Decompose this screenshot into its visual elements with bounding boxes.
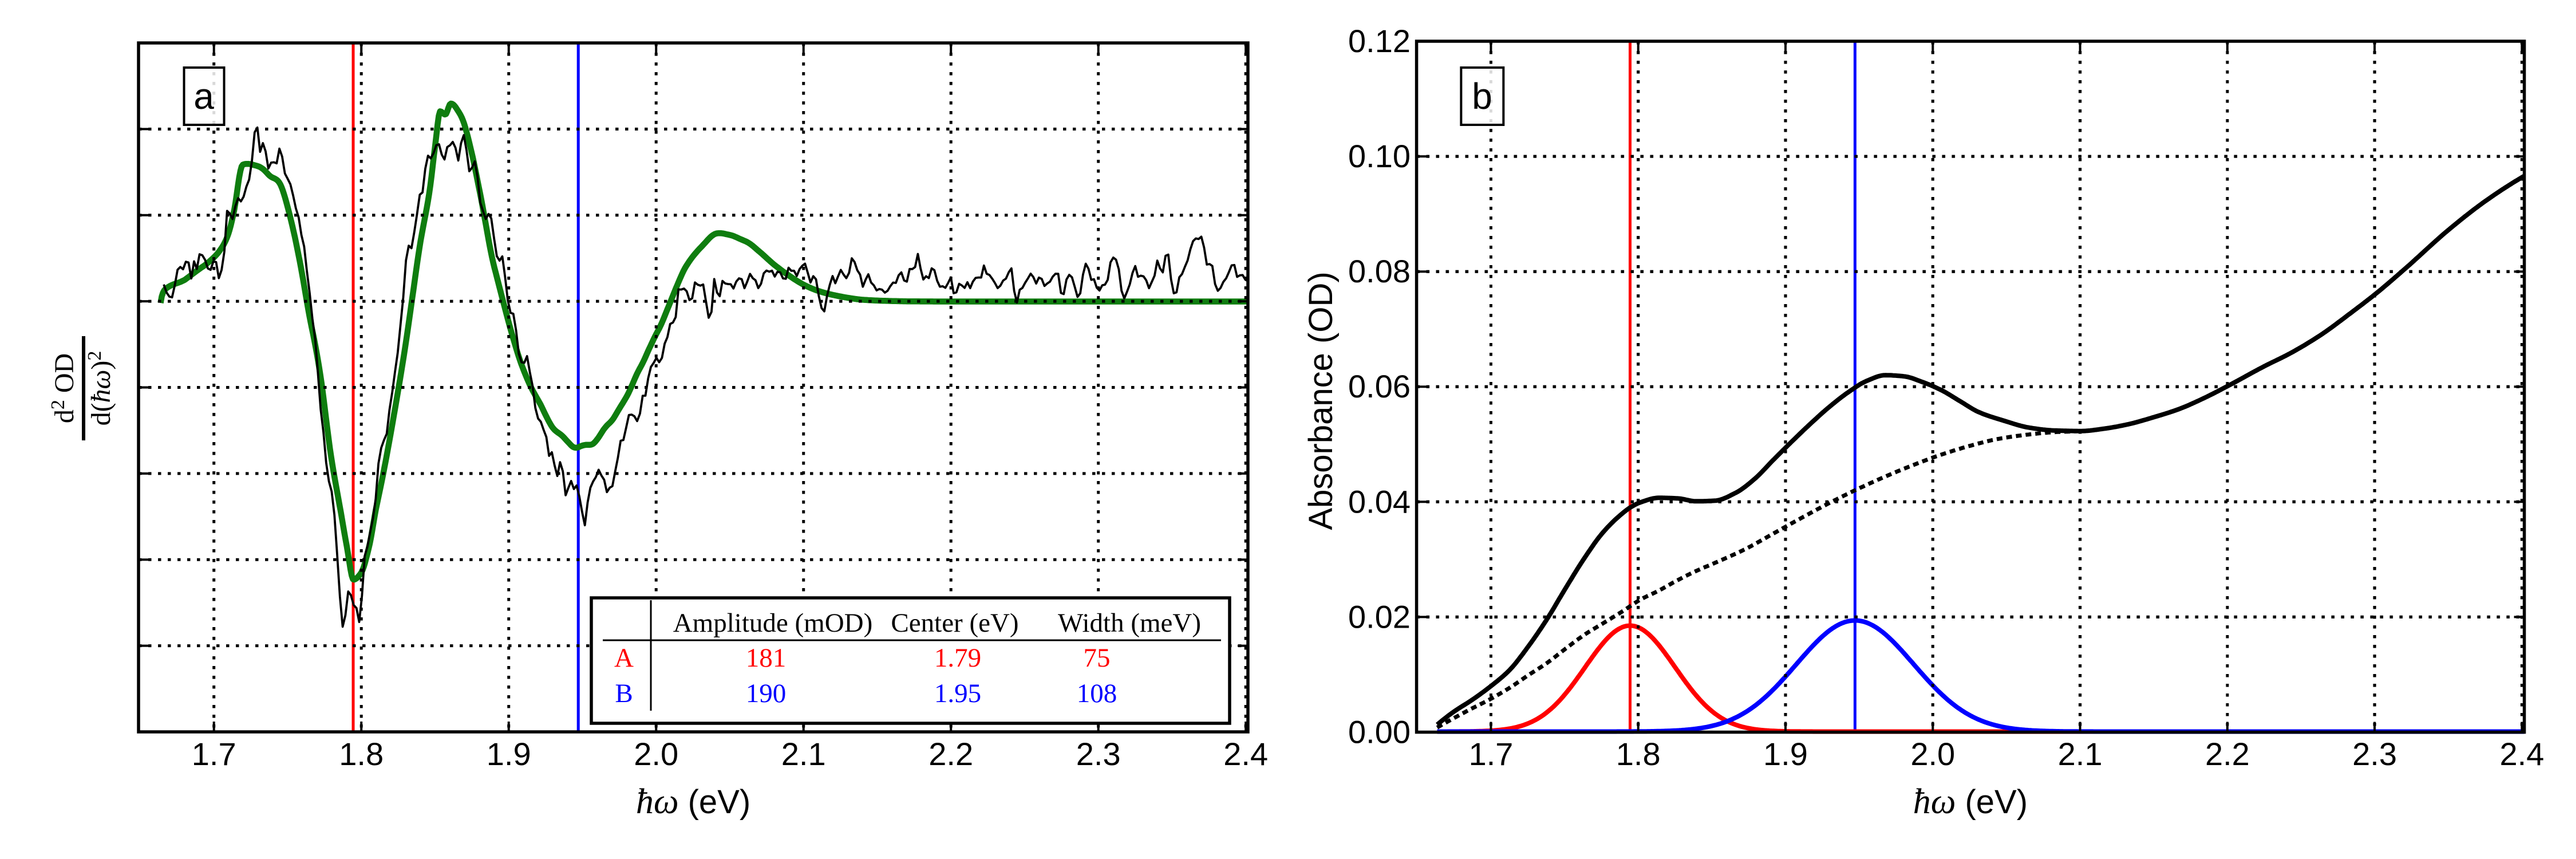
svg-text:0.02: 0.02 [1348,598,1411,635]
svg-text:1.7: 1.7 [192,736,236,772]
svg-text:d2 OD: d2 OD [48,353,80,423]
svg-text:2.0: 2.0 [634,736,678,772]
svg-text:1.8: 1.8 [1616,736,1661,772]
svg-text:0.08: 0.08 [1348,253,1411,289]
svg-text:1.8: 1.8 [339,736,384,772]
svg-text:75: 75 [1084,643,1111,673]
svg-text:Amplitude (mOD): Amplitude (mOD) [673,608,873,638]
svg-text:1.79: 1.79 [934,643,981,673]
svg-text:1.7: 1.7 [1469,736,1514,772]
svg-text:2.4: 2.4 [2500,736,2545,772]
svg-text:d(ħω)2: d(ħω)2 [84,351,116,426]
svg-text:2.3: 2.3 [1076,736,1121,772]
svg-text:a: a [193,76,214,117]
svg-text:1.9: 1.9 [1763,736,1808,772]
svg-text:2.2: 2.2 [2205,736,2250,772]
svg-text:ħω(eV): ħω (eV) [636,782,750,821]
svg-text:1.9: 1.9 [487,736,531,772]
svg-text:2.4: 2.4 [1223,736,1268,772]
svg-text:ħω(eV): ħω (eV) [1913,782,2028,821]
svg-text:2.2: 2.2 [929,736,973,772]
svg-text:Absorbance (OD): Absorbance (OD) [1302,271,1340,530]
svg-text:190: 190 [746,679,787,708]
svg-text:2.1: 2.1 [781,736,826,772]
svg-text:Center (eV): Center (eV) [891,608,1018,638]
svg-text:0.06: 0.06 [1348,368,1411,404]
svg-text:A: A [614,643,634,673]
svg-text:0.00: 0.00 [1348,714,1411,750]
svg-text:b: b [1472,76,1492,117]
svg-text:2.1: 2.1 [2058,736,2103,772]
svg-text:Width (meV): Width (meV) [1058,608,1201,638]
svg-text:108: 108 [1077,679,1117,708]
svg-text:0.10: 0.10 [1348,138,1411,174]
svg-text:B: B [615,679,633,708]
svg-text:0.04: 0.04 [1348,483,1411,519]
svg-text:181: 181 [746,643,787,673]
svg-text:2.3: 2.3 [2352,736,2397,772]
svg-text:2.0: 2.0 [1910,736,1955,772]
svg-text:1.95: 1.95 [934,679,981,708]
svg-text:0.12: 0.12 [1348,23,1411,59]
